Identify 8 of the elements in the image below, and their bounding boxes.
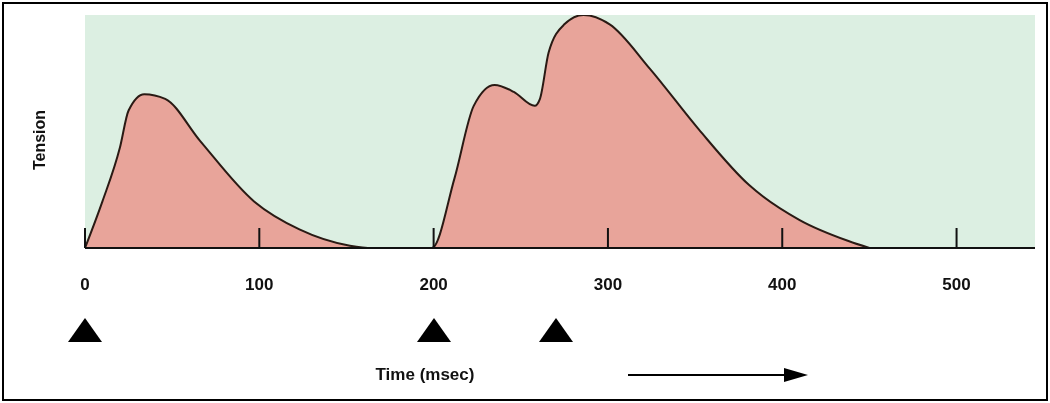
x-tick-label: 400 (768, 275, 797, 294)
x-tick-label: 200 (419, 275, 448, 294)
x-tick-label: 0 (80, 275, 90, 294)
x-tick-label: 300 (593, 275, 623, 294)
y-axis-title: Tension (31, 109, 49, 171)
x-axis-title: Time (msec) (375, 365, 475, 385)
x-tick-label: 100 (245, 275, 274, 294)
x-tick-label: 500 (942, 275, 971, 294)
